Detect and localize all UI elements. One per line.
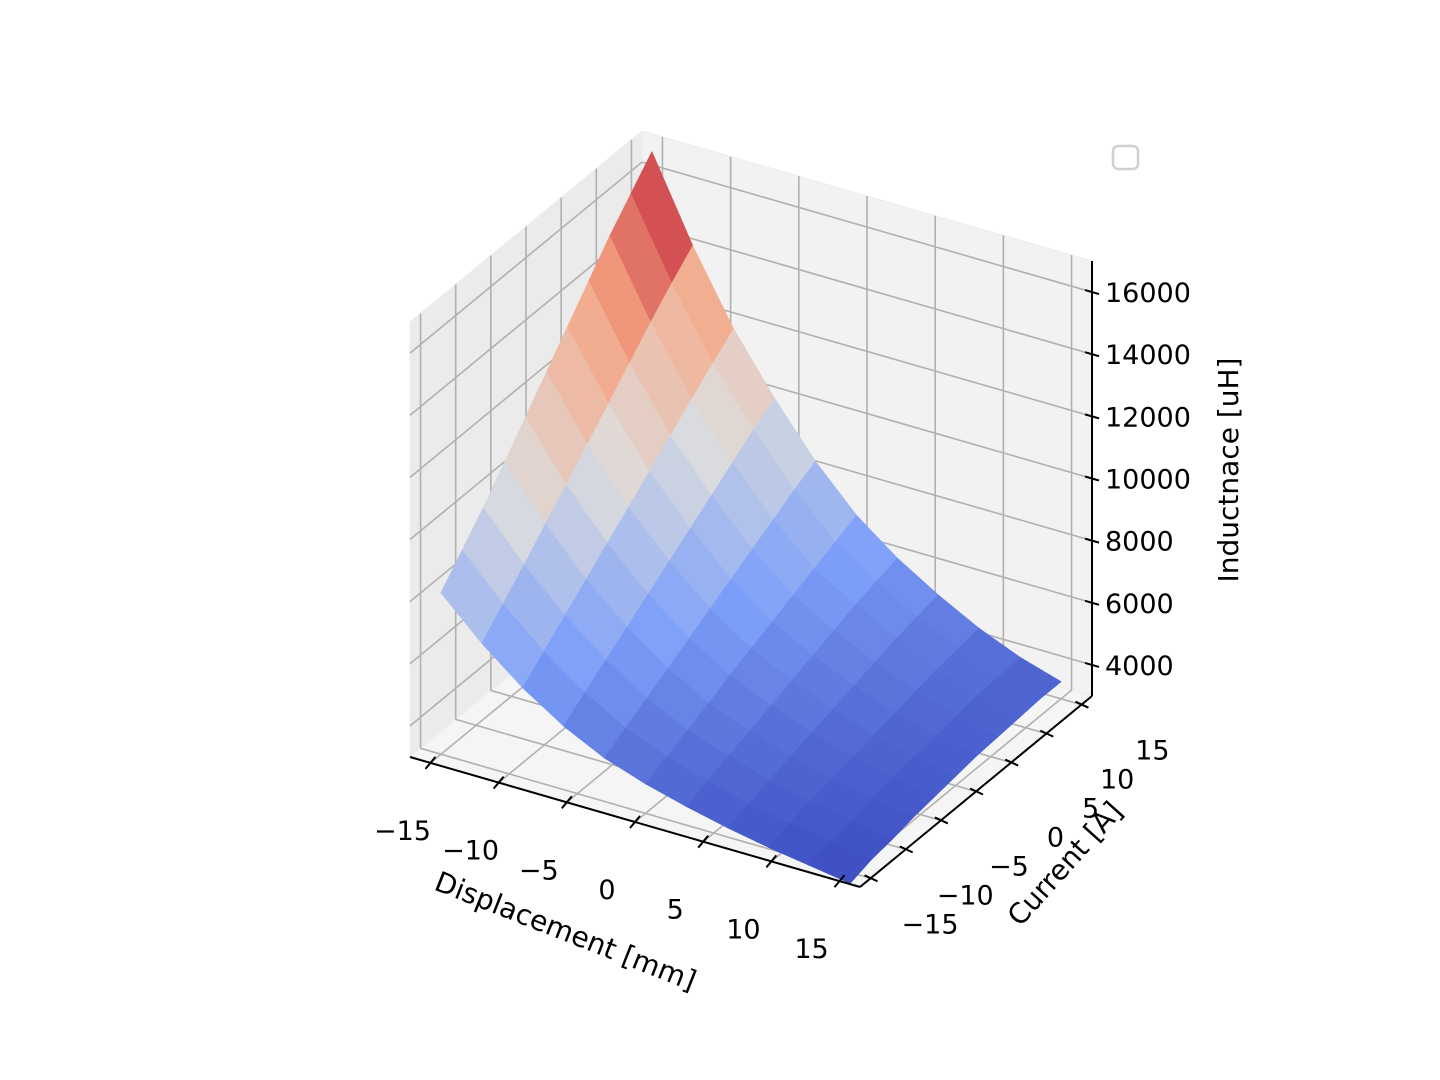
x-tick-label: −15 — [374, 816, 431, 847]
z-tick-label: 14000 — [1105, 340, 1191, 371]
y-tick-mark — [899, 845, 914, 854]
x-tick-mark — [561, 795, 573, 809]
x-tick-mark — [765, 854, 778, 869]
z-tick-mark — [1084, 537, 1100, 544]
z-tick-label: 4000 — [1105, 651, 1174, 682]
y-tick-mark — [1075, 700, 1089, 709]
y-tick-mark — [1039, 729, 1054, 738]
z-tick-mark — [1084, 599, 1100, 606]
x-tick-mark — [833, 874, 846, 888]
z-tick-label: 8000 — [1105, 527, 1174, 558]
z-tick-label: 12000 — [1105, 402, 1191, 433]
gridline-z-back — [641, 223, 1093, 355]
x-tick-mark — [424, 756, 437, 770]
x-tick-label: −10 — [442, 836, 499, 867]
gridline-z-back — [641, 161, 1093, 293]
y-tick-mark — [864, 874, 878, 883]
z-tick-mark — [1084, 351, 1100, 358]
x-axis-title: Displacement [mm] — [430, 865, 701, 998]
tick-labels: −15−10−5051015−15−10−5051015400060008000… — [374, 278, 1191, 965]
y-tick-label: 15 — [1135, 736, 1169, 767]
x-tick-label: 15 — [794, 934, 828, 965]
x-tick-label: −5 — [519, 855, 559, 886]
y-tick-mark — [934, 816, 949, 825]
z-tick-mark — [1084, 661, 1100, 668]
x-tick-label: 0 — [598, 875, 615, 906]
y-tick-mark — [969, 787, 984, 796]
z-tick-label: 6000 — [1105, 589, 1174, 620]
y-tick-label: −10 — [937, 880, 994, 911]
surface-mesh — [440, 151, 1062, 884]
x-tick-mark — [697, 835, 709, 849]
gridline-z-side — [409, 161, 643, 354]
x-tick-mark — [492, 775, 505, 790]
z-tick-label: 10000 — [1105, 465, 1191, 496]
y-tick-mark — [1004, 758, 1019, 767]
x-tick-label: 10 — [726, 914, 760, 945]
z-tick-mark — [1084, 475, 1100, 482]
y-tick-label: −15 — [902, 909, 959, 940]
z-axis-title: Inductnace [uH] — [1212, 358, 1245, 583]
z-tick-mark — [1084, 289, 1100, 296]
z-tick-label: 16000 — [1105, 278, 1191, 309]
x-tick-label: 5 — [667, 895, 684, 926]
y-tick-label: 5 — [1082, 794, 1099, 825]
surface-patch — [808, 841, 872, 884]
y-tick-label: 10 — [1100, 765, 1134, 796]
y-tick-label: 0 — [1047, 823, 1064, 854]
x-tick-mark — [629, 815, 641, 829]
z-tick-mark — [1084, 413, 1100, 420]
y-tick-label: −5 — [989, 851, 1029, 882]
legend-box — [1111, 144, 1140, 171]
axis-lines — [409, 261, 1100, 888]
